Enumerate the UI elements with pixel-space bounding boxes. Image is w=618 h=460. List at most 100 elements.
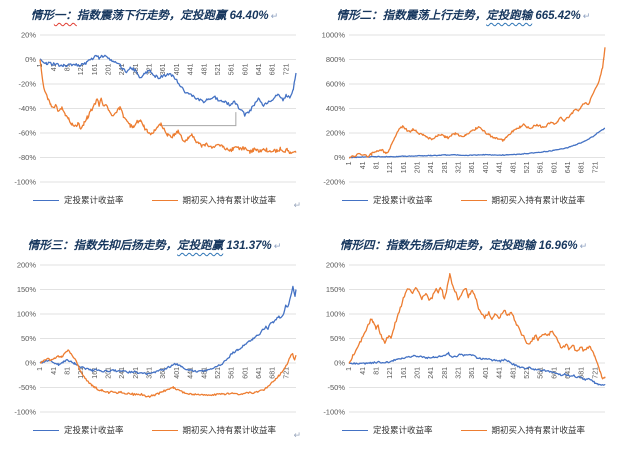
y-axis-tick-label: 150% (326, 285, 346, 294)
x-axis-tick-label: 681 (270, 367, 277, 379)
y-axis-tick-label: 800% (326, 55, 346, 64)
x-axis-tick-label: 721 (592, 367, 599, 379)
legend-item-buyhold: 期初买入持有累计收益率 (151, 424, 277, 436)
x-axis-tick-label: 641 (256, 367, 263, 379)
y-axis-tick-label: -50% (327, 383, 345, 392)
x-axis-tick-label: 521 (524, 161, 531, 173)
series-line-bh (348, 47, 606, 159)
chart-panel-scenario-2: 情形二：指数震荡上行走势，定投跑输 665.42% ↵ 1000% 800% 600%… (309, 0, 618, 230)
dca-line-swatch (341, 199, 368, 201)
x-axis-tick-label: 361 (469, 161, 476, 173)
legend-label: 定投累计收益率 (63, 195, 124, 205)
y-axis-tick-label: 100% (17, 310, 37, 319)
series-line-dca (348, 351, 606, 386)
x-axis-tick-label: 681 (579, 161, 586, 173)
x-axis-tick-label: 641 (565, 367, 572, 379)
series-line-dca (39, 54, 297, 117)
x-axis-tick-label: 281 (442, 161, 449, 173)
legend-label: 期初买入持有累计收益率 (182, 195, 277, 205)
dca-line-swatch (341, 429, 368, 431)
legend-item-dca: 定投累计收益率 (341, 424, 433, 436)
x-axis-tick-label: 1 (346, 367, 353, 371)
legend-label: 期初买入持有累计收益率 (491, 425, 586, 435)
x-axis-tick-label: 361 (160, 367, 167, 379)
chart-legend: 定投累计收益率 期初买入持有累计收益率 (309, 189, 618, 211)
legend-item-buyhold: 期初买入持有累计收益率 (151, 194, 277, 206)
series-line-dca (348, 127, 606, 159)
chart-title: 情形四：指数先扬后抑走势，定投跑输 16.96% ↵ (309, 235, 618, 257)
x-axis-tick-label: 121 (387, 161, 394, 173)
x-axis-tick-label: 201 (106, 367, 113, 379)
x-axis-tick-label: 161 (92, 367, 99, 379)
x-axis-tick-label: 161 (401, 367, 408, 379)
y-axis-tick-label: 400% (326, 104, 346, 113)
chart-panel-scenario-3: 情形三：指数先抑后扬走势，定投跑赢 131.37% ↵ 200% 150% 100% 5… (0, 230, 309, 460)
x-axis-tick-label: 721 (283, 63, 290, 75)
buyhold-line-swatch (460, 429, 487, 431)
buyhold-line-swatch (151, 199, 178, 201)
paragraph-mark: ↵ (293, 430, 301, 440)
line-chart: 200%150%100%50%0%-50%-100%1 41 81 121 161 201… (14, 261, 297, 417)
legend-item-buyhold: 期初买入持有累计收益率 (460, 424, 586, 436)
legend-item-dca: 定投累计收益率 (32, 424, 124, 436)
x-axis-tick-label: 641 (256, 63, 263, 75)
x-axis-tick-label: 441 (497, 161, 504, 173)
x-axis-tick-label: 561 (229, 63, 236, 75)
x-axis-tick-label: 241 (119, 367, 126, 379)
x-axis-tick-label: 41 (360, 161, 367, 169)
x-axis-tick-label: 121 (387, 367, 394, 379)
x-axis-tick-label: 281 (442, 367, 449, 379)
title-segment: 定投跑赢 (177, 240, 224, 252)
x-axis-tick-label: 81 (374, 367, 381, 375)
x-axis-tick-label: 401 (174, 367, 181, 379)
y-axis-tick-label: -200% (323, 178, 345, 187)
x-axis-tick-label: 481 (201, 63, 208, 75)
legend-label: 定投累计收益率 (372, 425, 433, 435)
legend-label: 定投累计收益率 (63, 425, 124, 435)
x-axis-tick-label: 561 (538, 367, 545, 379)
chart-title: 情形三：指数先抑后扬走势，定投跑赢 131.37% ↵ (0, 235, 309, 257)
x-axis-tick-label: 641 (565, 161, 572, 173)
x-axis-tick-label: 441 (188, 367, 195, 379)
x-axis-tick-label: 81 (65, 63, 72, 71)
legend-label: 期初买入持有累计收益率 (491, 195, 586, 205)
chart-legend: 定投累计收益率 期初买入持有累计收益率 (309, 419, 618, 441)
y-axis-tick-label: 20% (21, 31, 36, 40)
line-chart: 1000% 800% 600% 400% 200% 0% -200% 1 41 81 121 161 2… (322, 31, 606, 187)
y-axis-tick-label: 50% (330, 334, 345, 343)
buyhold-line-swatch (460, 199, 487, 201)
legend-item-buyhold: 期初买入持有累计收益率 (460, 194, 586, 206)
y-axis-tick-label: 0% (25, 359, 36, 368)
x-axis-tick-label: 281 (133, 63, 140, 75)
y-axis-tick-label: 1000% (322, 31, 346, 40)
y-axis-tick-label: -40% (18, 104, 36, 113)
series-line-bh (39, 349, 297, 398)
y-axis-tick-label: 600% (326, 80, 346, 89)
x-axis-tick-label: 321 (456, 367, 463, 379)
title-segment: 指数震荡下行走势，定投跑赢 64.40% (76, 10, 269, 22)
paragraph-mark: ↵ (270, 11, 279, 21)
line-chart: 200%150%100%50%0%-50%-100%1 41 81 121 161 201… (323, 261, 606, 417)
y-axis-tick-label: 0% (334, 359, 345, 368)
paragraph-mark: ↵ (579, 241, 588, 251)
x-axis-tick-label: 321 (456, 161, 463, 173)
y-axis-tick-label: -60% (18, 129, 36, 138)
x-axis-tick-label: 441 (497, 367, 504, 379)
x-axis-tick-label: 561 (538, 161, 545, 173)
y-axis-tick-label: 150% (17, 285, 37, 294)
x-axis-tick-label: 481 (201, 367, 208, 379)
x-axis-tick-label: 401 (174, 63, 181, 75)
paragraph-mark: ↵ (582, 11, 591, 21)
x-axis-tick-label: 81 (65, 367, 72, 375)
y-axis-tick-label: 200% (326, 261, 346, 270)
legend-item-dca: 定投累计收益率 (341, 194, 433, 206)
x-axis-tick-label: 721 (592, 161, 599, 173)
chart-panel-scenario-4: 情形四：指数先扬后抑走势，定投跑输 16.96% ↵ 200% 150% 100% 50… (309, 230, 618, 460)
x-axis-tick-label: 201 (415, 367, 422, 379)
x-axis-tick-label: 361 (469, 367, 476, 379)
y-axis-tick-label: -100% (323, 408, 345, 417)
legend-label: 期初买入持有累计收益率 (182, 425, 277, 435)
x-axis-tick-label: 161 (92, 63, 99, 75)
title-segment: 情形二：指数震荡上行走势， (336, 10, 487, 22)
